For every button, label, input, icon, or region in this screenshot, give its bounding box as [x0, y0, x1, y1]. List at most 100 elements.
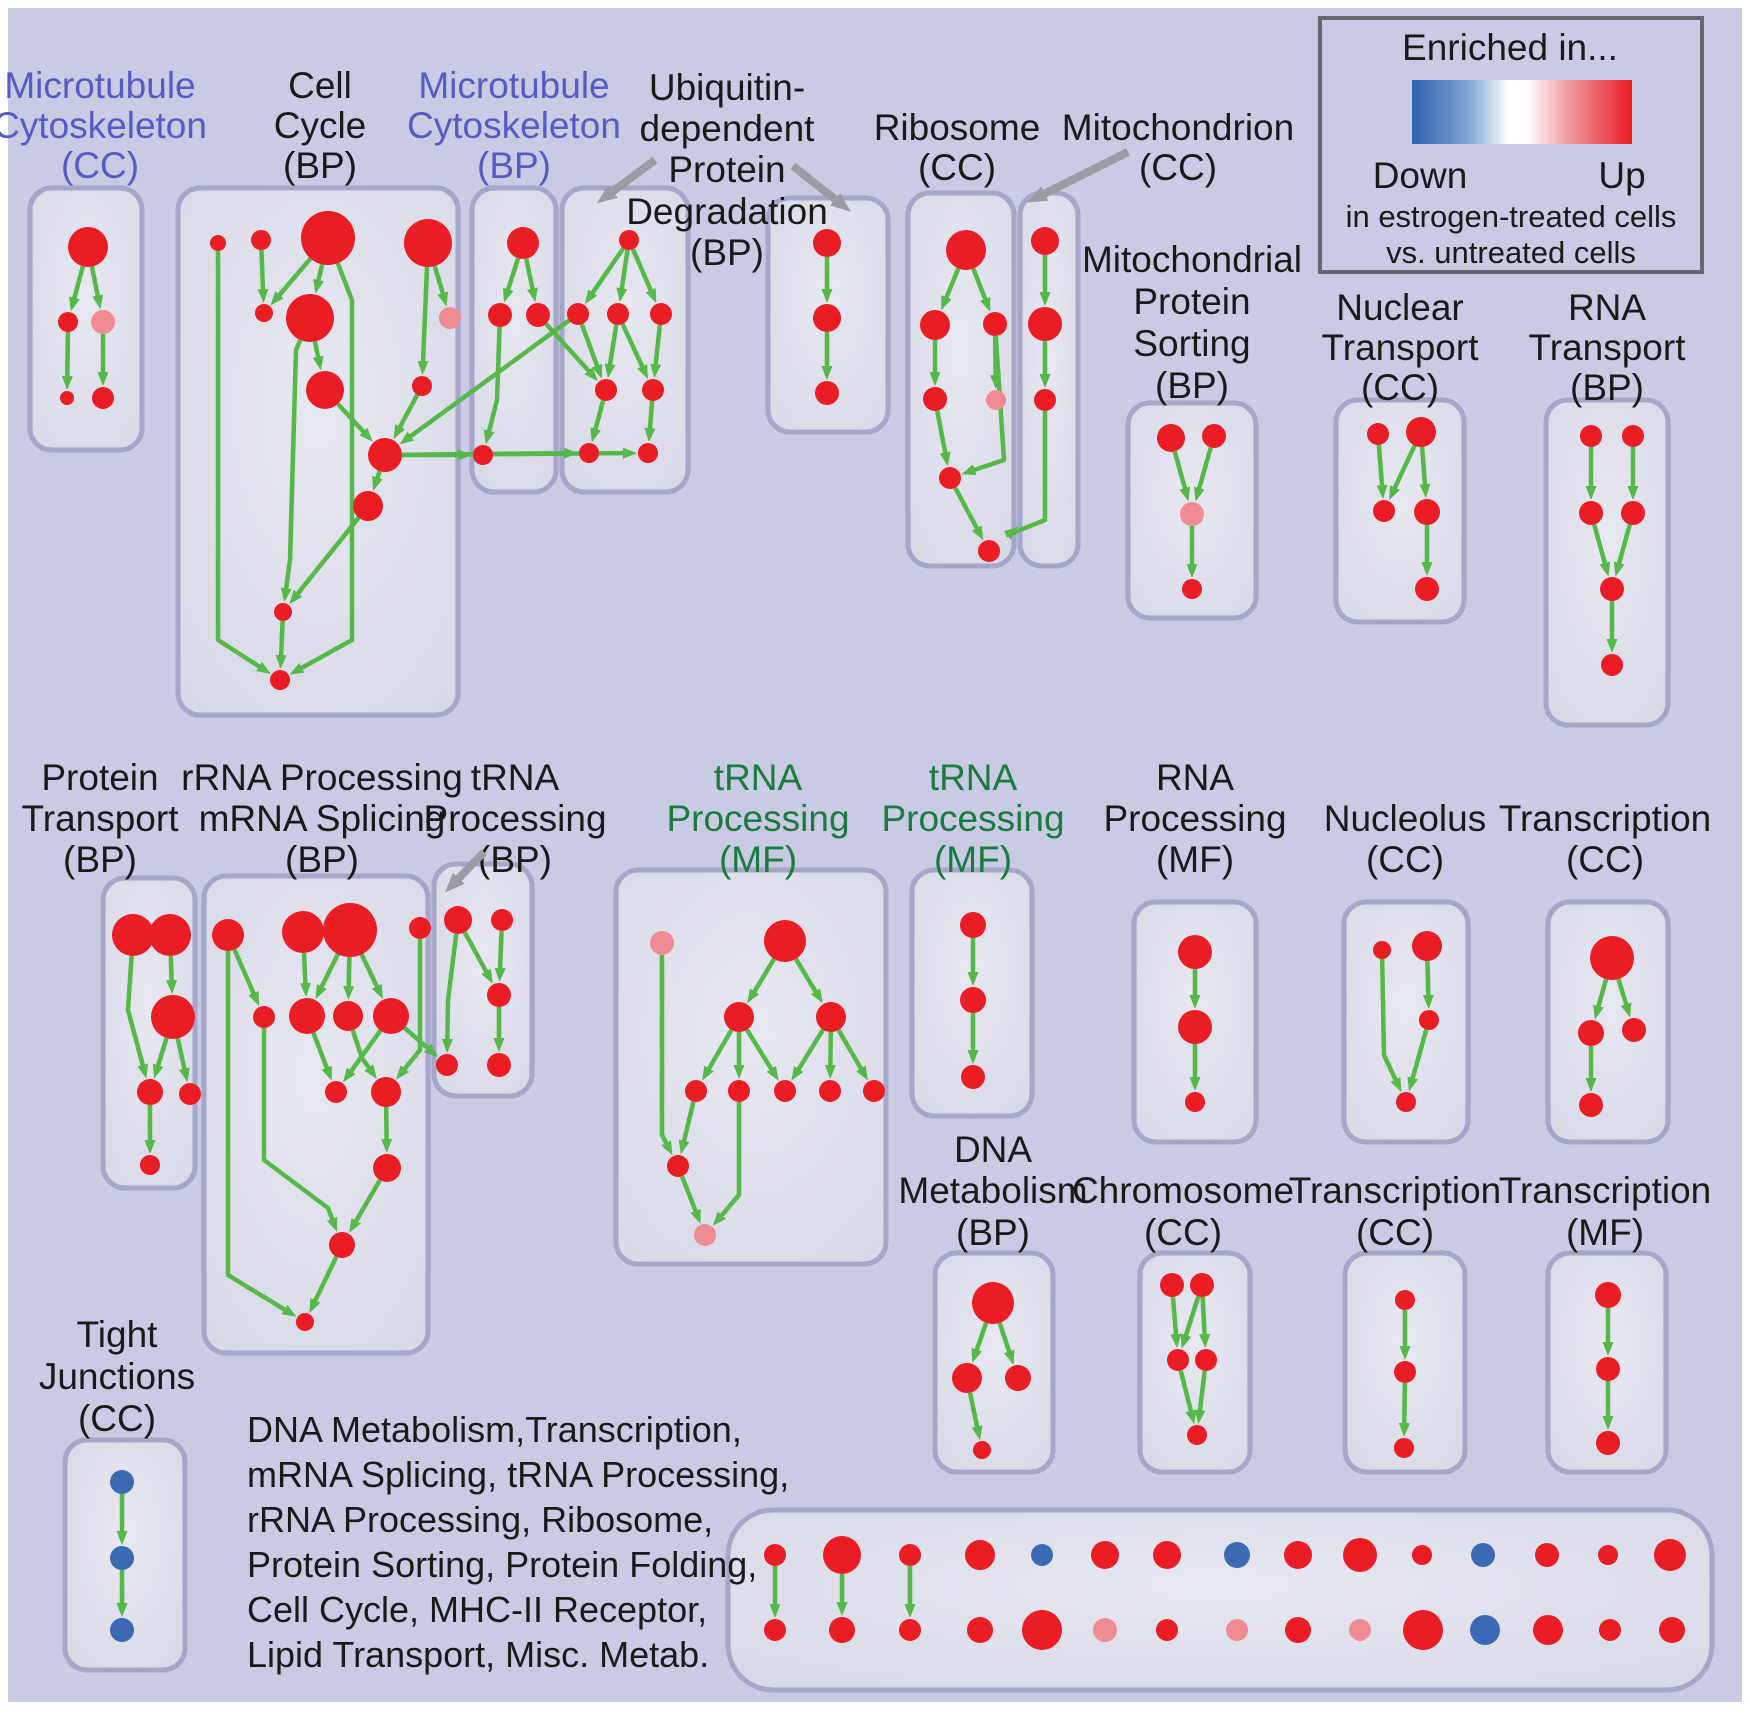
ubiquitin-left-pointer-icon — [596, 156, 658, 204]
node-ub3 — [607, 303, 629, 325]
node-nu3 — [1419, 1010, 1439, 1030]
node-rt1 — [1580, 425, 1602, 447]
cluster-label-nuclear-transport-cc-line0: Nuclear — [1336, 287, 1464, 328]
node-nu1 — [1373, 941, 1391, 959]
cluster-label-ubiquitin-degradation-bp-a-line1: dependent — [640, 108, 816, 149]
node-x1b — [764, 1619, 786, 1641]
node-x11t — [1412, 1545, 1432, 1565]
node-rp2 — [1178, 1010, 1212, 1044]
node-pt5 — [179, 1083, 201, 1105]
cluster-label-mitochondrial-protein-sorting-bp-line0: Mitochondrial — [1082, 239, 1302, 280]
edge-cc9-cc10 — [393, 393, 420, 440]
node-mi3 — [1034, 389, 1056, 411]
node-rb3 — [983, 312, 1007, 336]
cluster-label-tight-junctions-cc-line0: Tight — [77, 1314, 159, 1355]
edge-mt2-mt4 — [483, 326, 502, 445]
node-tm2 — [724, 1002, 754, 1032]
node-tc1 — [1590, 936, 1634, 980]
misc-text-line-0: DNA Metabolism,Transcription, — [247, 1409, 742, 1450]
edge-rr4-rr10 — [396, 939, 423, 1080]
edge-tm1-tm3 — [793, 957, 823, 1004]
edge-cc4-cc7 — [432, 265, 448, 307]
cluster-label-rna-transport-bp-line0: RNA — [1568, 287, 1646, 328]
node-rt5 — [1600, 577, 1624, 601]
node-cc10 — [368, 438, 402, 472]
node-tb5 — [487, 1053, 511, 1077]
node-x4b — [967, 1617, 993, 1643]
node-rr5 — [253, 1006, 275, 1028]
node-tm6 — [774, 1080, 796, 1102]
legend-context-line2: vs. untreated cells — [1386, 235, 1636, 270]
node-ch2 — [1190, 1273, 1214, 1297]
edge-ub6-ub8 — [644, 400, 656, 443]
node-mc3 — [91, 310, 115, 334]
node-tm3 — [816, 1002, 846, 1032]
edge-mt1-mt3 — [524, 258, 538, 303]
edge-tm9-tm10 — [679, 1175, 701, 1224]
edge-rb1-rb3 — [971, 267, 991, 312]
node-x4t — [965, 1540, 995, 1570]
edge-mc2-mc4 — [61, 331, 73, 391]
node-mc5 — [92, 387, 114, 409]
edge-ub1-ub4 — [630, 248, 657, 303]
cluster-label-rna-processing-mf-line2: (MF) — [1156, 839, 1234, 880]
node-cc11 — [353, 491, 383, 521]
edge-rr8-tb4 — [403, 1026, 438, 1058]
node-tm8 — [863, 1080, 885, 1102]
node-x2t — [823, 1536, 861, 1574]
node-x8t — [1224, 1542, 1250, 1568]
edge-ub2-cc10 — [399, 318, 571, 445]
node-cc7 — [439, 307, 461, 329]
node-tm4 — [685, 1080, 707, 1102]
edge-nt1-nt3 — [1376, 444, 1388, 500]
node-x12t — [1471, 1543, 1495, 1567]
node-rr3 — [323, 903, 377, 957]
node-tj3 — [110, 1618, 134, 1642]
edge-cc10-cc11 — [372, 470, 383, 491]
cluster-box-ribosome-cc — [905, 190, 1017, 569]
edge-rr1-rr5 — [232, 948, 260, 1007]
node-x3b — [899, 1619, 921, 1641]
node-cc13 — [270, 670, 290, 690]
cluster-label-chromosome-cc-line1: (CC) — [1144, 1212, 1222, 1253]
node-ub1 — [619, 230, 639, 250]
cluster-label-trna-processing-bp-line2: (BP) — [478, 839, 552, 880]
node-tb1 — [444, 906, 472, 934]
edge-t2b-t2c — [1398, 1382, 1410, 1438]
node-nt3 — [1373, 500, 1395, 522]
edge-dm1-dm3 — [997, 1322, 1015, 1365]
node-rr2 — [282, 911, 324, 953]
cluster-box-transcription-cc-mid — [1545, 899, 1671, 1145]
node-x14t — [1598, 1545, 1618, 1565]
edge-cc3-cc5 — [270, 257, 313, 306]
node-rt4 — [1621, 501, 1645, 525]
node-ch4 — [1195, 1349, 1217, 1371]
node-cc12 — [274, 603, 292, 621]
cluster-label-dna-metabolism-bp-line2: (BP) — [956, 1212, 1030, 1253]
node-tb4 — [436, 1054, 458, 1076]
node-rt3 — [1579, 501, 1603, 525]
cluster-label-mitochondrial-protein-sorting-bp-line3: (BP) — [1155, 365, 1229, 406]
node-dm1 — [972, 1282, 1014, 1324]
node-ts1 — [960, 912, 986, 938]
node-ms3 — [1180, 502, 1204, 526]
edge-cc6-cc8 — [312, 341, 324, 371]
node-rr4 — [409, 917, 431, 939]
edge-tm2-tm6 — [745, 1028, 779, 1081]
cluster-label-nucleolus-cc-line0: Nucleolus — [1324, 798, 1486, 839]
cluster-box-microtubule-cytoskeleton-cc — [27, 185, 145, 453]
node-x8b — [1226, 1619, 1248, 1641]
node-x10t — [1343, 1538, 1377, 1572]
edge-rr5-rr12 — [261, 1028, 338, 1232]
edge-ch4-ch5 — [1194, 1370, 1207, 1425]
edge-pt1-pt4 — [125, 955, 149, 1079]
edge-rb3-rb6 — [961, 335, 1007, 475]
cluster-label-mitochondrial-protein-sorting-bp-line1: Protein — [1133, 281, 1250, 322]
node-rr6 — [289, 998, 325, 1034]
edge-ch1-ch3 — [1170, 1296, 1182, 1349]
edge-cc1-cc13 — [215, 251, 271, 675]
node-rr13 — [296, 1313, 314, 1331]
cluster-label-rrna-processing-mrna-splicing-bp-line2: (BP) — [285, 839, 359, 880]
